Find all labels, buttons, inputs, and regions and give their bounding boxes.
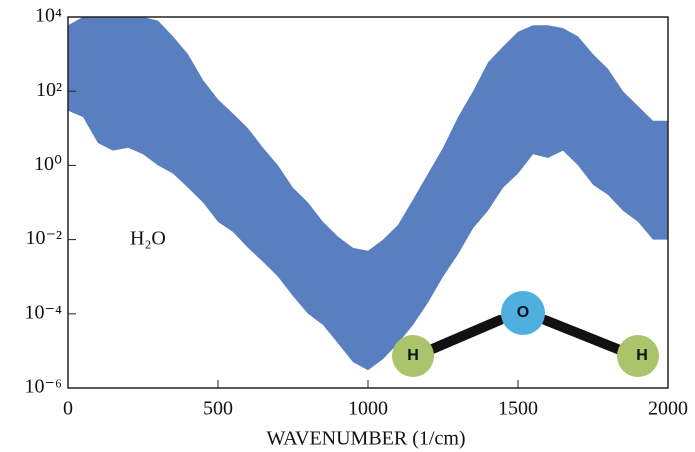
atom-h [617,335,659,377]
atom-o [501,291,545,335]
atom-label: O [517,304,529,321]
x-tick-label: 2000 [648,398,688,420]
y-tick-label: 10⁻⁴ [24,301,62,323]
x-axis-label: WAVENUMBER (1/cm) [266,428,465,450]
y-tick-label: 10⁻² [25,227,62,249]
bond [425,315,505,355]
absorption-band [68,17,668,371]
bond [540,315,625,355]
y-tick-label: 10⁴ [35,5,62,27]
molecule: H O H [392,291,659,377]
x-tick-label: 0 [63,398,73,420]
y-tick-label: 10⁰ [34,153,62,175]
y-tick-label: 10² [36,79,62,101]
atom-label: H [407,347,419,364]
atom-label: H [636,347,648,364]
annotation: H₂O [130,228,166,250]
x-tick-label: 1500 [498,398,538,420]
y-tick-label: 10⁻⁶ [24,376,62,398]
x-tick-label: 500 [203,398,233,420]
atom-h [392,335,434,377]
x-tick-label: 1000 [348,398,388,420]
